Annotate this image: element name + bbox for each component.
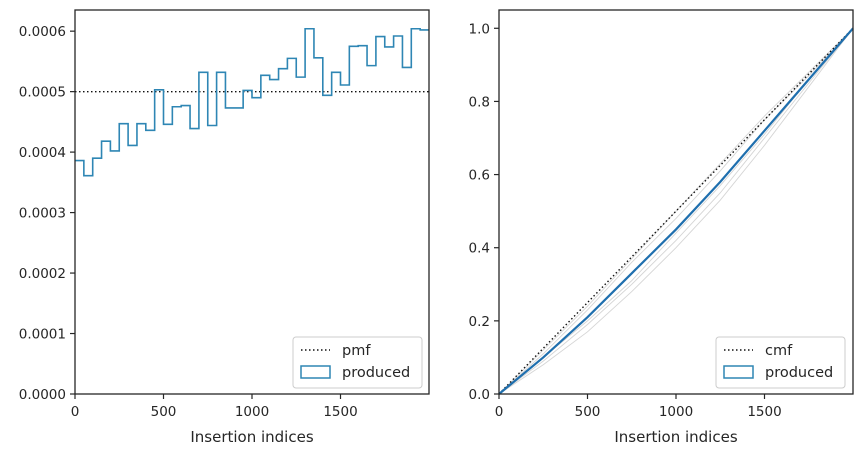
- left-legend-pmf-label: pmf: [342, 343, 371, 359]
- right-x-axis-label: Insertion indices: [614, 428, 737, 446]
- left-y-tick-label: 0.0003: [19, 206, 66, 222]
- left-x-tick-label: 1500: [323, 404, 357, 420]
- left-y-tick-label: 0.0002: [19, 266, 66, 282]
- left-y-tick-label: 0.0004: [19, 145, 66, 161]
- produced-step-series: [75, 27, 429, 177]
- right-y-tick-label: 0.6: [469, 168, 490, 184]
- cmf-line: [498, 27, 854, 395]
- sample-cdf-line-4: [498, 27, 854, 395]
- right-y-tick-label: 0.2: [469, 314, 490, 330]
- left-y-tick-label: 0.0001: [19, 327, 66, 343]
- produced-cdf-line: [498, 27, 854, 395]
- right-x-tick-label: 500: [575, 404, 601, 420]
- right-y-tick-label: 0.0: [469, 387, 490, 403]
- right-plot-area: [498, 27, 854, 395]
- right-y-ticks: 0.0 0.2 0.4 0.6 0.8 1.0: [469, 21, 499, 403]
- left-x-tick-label: 0: [71, 404, 80, 420]
- right-x-tick-label: 0: [495, 404, 504, 420]
- right-legend-produced-label: produced: [765, 365, 833, 381]
- right-y-tick-label: 0.8: [469, 94, 490, 110]
- right-y-tick-label: 0.4: [469, 241, 490, 257]
- right-legend-cmf-label: cmf: [765, 343, 793, 359]
- left-y-tick-label: 0.0006: [19, 24, 66, 40]
- left-x-axis-label: Insertion indices: [190, 428, 313, 446]
- sample-cdf-line-3: [498, 28, 854, 395]
- left-y-tick-label: 0.0000: [19, 387, 66, 403]
- left-y-ticks: 0.0000 0.0001 0.0002 0.0003 0.0004 0.0005 0.00…: [19, 24, 75, 403]
- left-legend: pmf produced: [292, 336, 423, 389]
- left-legend-produced-swatch: [300, 365, 331, 379]
- right-y-tick-label: 1.0: [469, 21, 490, 37]
- left-chart-panel: 0.0000 0.0001 0.0002 0.0003 0.0004 0.0005 0.00…: [19, 9, 430, 446]
- right-chart-panel: 0.0 0.2 0.4 0.6 0.8 1.0 0 500 1000 1500 Insertio…: [469, 9, 854, 446]
- right-x-tick-label: 1500: [747, 404, 781, 420]
- left-legend-produced-label: produced: [342, 365, 410, 381]
- right-legend-produced-swatch: [723, 365, 754, 379]
- left-plot-area: [75, 27, 429, 177]
- sample-cdf-line-2: [498, 28, 854, 395]
- right-x-ticks: 0 500 1000 1500: [495, 394, 782, 420]
- sample-cdf-line-1: [498, 27, 854, 395]
- left-axes-frame: [74, 9, 430, 395]
- left-y-tick-label: 0.0005: [19, 85, 66, 101]
- left-x-tick-label: 1000: [235, 404, 269, 420]
- left-x-tick-label: 500: [151, 404, 177, 420]
- right-x-tick-label: 1000: [659, 404, 693, 420]
- left-x-ticks: 0 500 1000 1500: [71, 394, 358, 420]
- right-axes-frame: [498, 9, 854, 395]
- right-legend: cmf produced: [715, 336, 846, 389]
